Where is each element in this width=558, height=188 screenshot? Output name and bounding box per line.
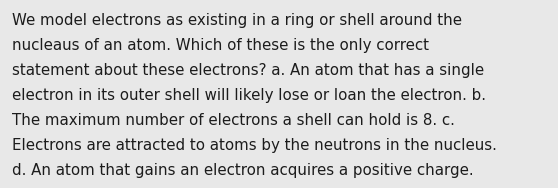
Text: Electrons are attracted to atoms by the neutrons in the nucleus.: Electrons are attracted to atoms by the … — [12, 138, 497, 153]
Text: statement about these electrons? a. An atom that has a single: statement about these electrons? a. An a… — [12, 63, 484, 78]
Text: electron in its outer shell will likely lose or loan the electron. b.: electron in its outer shell will likely … — [12, 88, 486, 103]
Text: nucleaus of an atom. Which of these is the only correct: nucleaus of an atom. Which of these is t… — [12, 38, 429, 53]
Text: We model electrons as existing in a ring or shell around the: We model electrons as existing in a ring… — [12, 13, 462, 28]
Text: The maximum number of electrons a shell can hold is 8. c.: The maximum number of electrons a shell … — [12, 113, 455, 128]
Text: d. An atom that gains an electron acquires a positive charge.: d. An atom that gains an electron acquir… — [12, 163, 474, 178]
